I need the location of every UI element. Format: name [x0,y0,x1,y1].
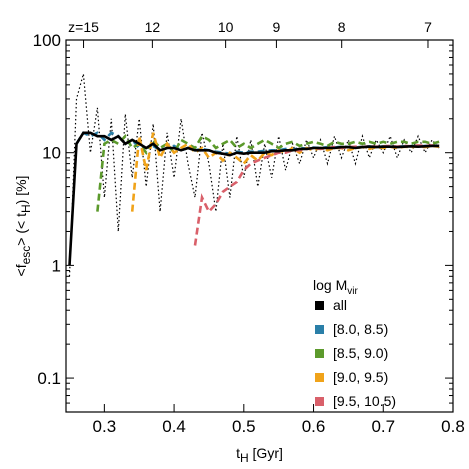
series-line [68,131,440,266]
y-tick-label: 100 [33,31,61,50]
legend-swatch [315,349,324,358]
subscript: H [240,451,249,465]
label-part: > (< t [13,213,29,246]
label-part: t [236,445,240,461]
legend-label: all [333,297,347,313]
y-tick-label: 10 [42,144,61,163]
legend-label: [9.5, 10.5) [333,393,396,409]
legend-title: log Mvir [313,277,358,297]
x-tick-label: 0.6 [302,417,326,436]
legend-swatch [315,301,324,310]
x-tick-label: 0.5 [232,417,256,436]
x-tick-label: 0.3 [93,417,117,436]
x2-tick-label: 8 [338,19,346,35]
x2-tick-label: 10 [218,19,234,35]
x-tick-label: 0.8 [441,417,465,436]
subscript: vir [347,286,358,297]
x2-tick-label: z=15 [68,19,99,35]
series-line [130,132,440,212]
x2-tick-label: 12 [145,19,161,35]
series-line [193,144,440,246]
label-part: <f [13,264,29,276]
legend-label: [8.0, 8.5) [333,321,388,337]
legend-label: [8.5, 9.0) [333,345,388,361]
subscript: H [19,204,33,213]
x2-tick-label: 9 [273,19,281,35]
label-part: [Gyr] [249,445,283,461]
y-axis-label: <fesc> (< tH) [%] [13,176,33,277]
legend-swatch [315,325,324,334]
series-line [68,73,440,277]
y-tick-label: 0.1 [37,369,61,388]
plot-area [68,73,440,277]
y-tick-label: 1 [52,256,61,275]
label-part: ) [%] [13,176,29,205]
legend-label: [9.0, 9.5) [333,369,388,385]
legend-swatch [315,397,324,406]
subscript: esc [19,246,33,265]
plot-frame [65,39,454,413]
x-tick-label: 0.7 [371,417,395,436]
x-axis-label: tH [Gyr] [236,445,283,465]
legend-swatch [315,373,324,382]
label-part: log M [313,277,347,293]
x2-tick-label: 7 [424,19,432,35]
x-tick-label: 0.4 [162,417,186,436]
